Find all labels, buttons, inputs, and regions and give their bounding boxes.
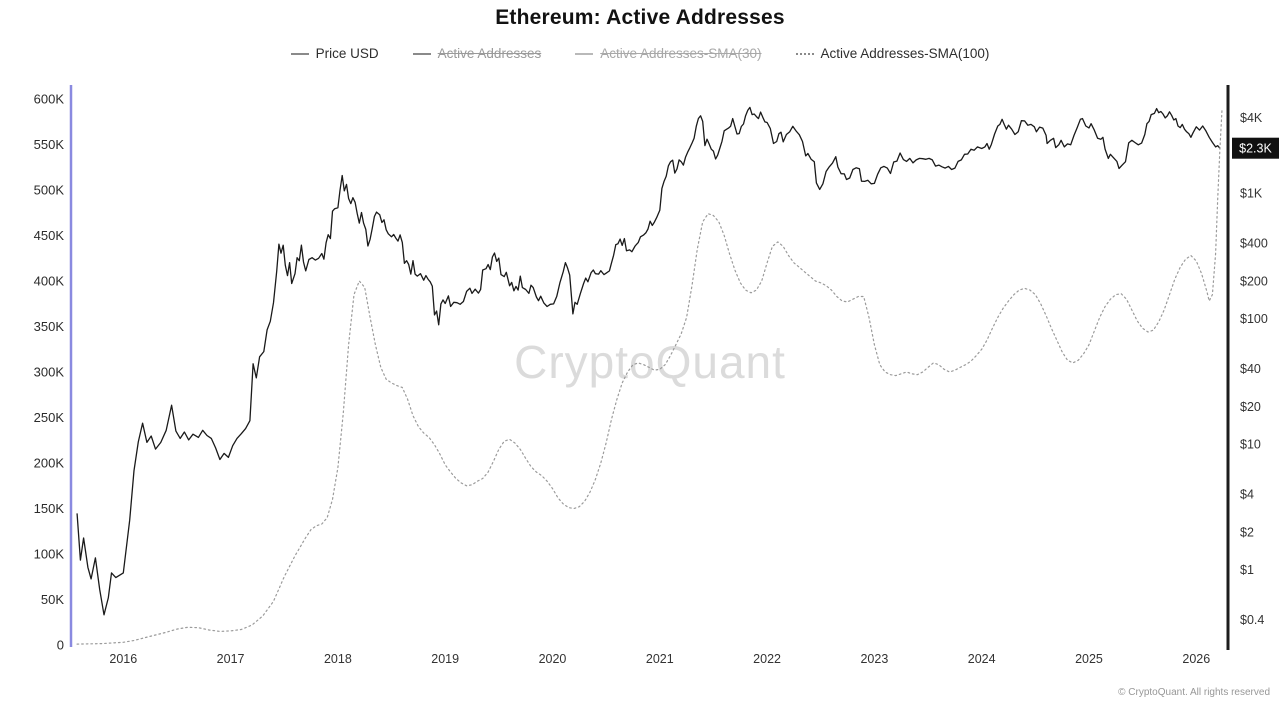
right-axis-tick: $2	[1240, 525, 1254, 539]
right-axis-tick: $10	[1240, 438, 1261, 452]
right-axis-tick: $100	[1240, 312, 1268, 326]
right-axis-tick: $1K	[1240, 187, 1263, 201]
left-axis-tick: 350K	[34, 319, 65, 334]
right-axis-tick: $4K	[1240, 111, 1263, 125]
right-axis-tick: $200	[1240, 274, 1268, 288]
active-addresses-sma100-line	[76, 109, 1223, 645]
legend-label: Active Addresses	[437, 46, 542, 61]
price-badge-label: $2.3K	[1239, 142, 1272, 156]
copyright-notice: © CryptoQuant. All rights reserved	[1118, 687, 1270, 698]
right-axis-tick: $4	[1240, 488, 1254, 502]
left-axis-tick: 600K	[34, 92, 65, 107]
right-axis-tick: $0.4	[1240, 613, 1264, 627]
right-axis-tick: $1	[1240, 563, 1254, 577]
x-axis-tick: 2016	[109, 652, 137, 666]
solid-line-icon	[290, 52, 309, 55]
x-axis-tick: 2020	[539, 652, 567, 666]
solid-line-icon	[575, 52, 594, 55]
right-axis-tick: $40	[1240, 362, 1261, 376]
left-axis-tick: 450K	[34, 228, 65, 243]
x-axis-tick: 2025	[1075, 652, 1103, 666]
right-axis-tick: $400	[1240, 237, 1268, 251]
legend-item-price-usd[interactable]: Price USD	[290, 46, 379, 61]
price-usd-line	[76, 106, 1221, 616]
x-axis-tick: 2023	[860, 652, 888, 666]
page-title: Ethereum: Active Addresses	[495, 6, 785, 29]
x-axis-tick: 2017	[217, 652, 245, 666]
x-axis-tick: 2026	[1182, 652, 1210, 666]
series-layer	[76, 106, 1223, 645]
legend-item-active-addresses-sma30[interactable]: Active Addresses-SMA(30)	[575, 46, 762, 61]
left-axis-tick: 400K	[34, 274, 65, 289]
dotted-line-icon	[795, 52, 814, 55]
left-axis-tick: 500K	[34, 183, 65, 198]
axes-layer: 600K 550K 500K 450K 400K 350K 300K 250K 200K 150K…	[34, 92, 1268, 667]
legend: Price USD Active Addresses Active Addres…	[0, 46, 1280, 61]
left-axis-tick: 0	[57, 638, 64, 653]
right-axis-tick: $20	[1240, 400, 1261, 414]
current-price-badge: $2.3K	[1232, 137, 1279, 159]
x-axis-tick: 2024	[968, 652, 996, 666]
legend-item-active-addresses-sma100[interactable]: Active Addresses-SMA(100)	[795, 46, 990, 61]
left-axis-tick: 300K	[34, 365, 65, 380]
left-axis-tick: 150K	[34, 501, 65, 516]
legend-label: Price USD	[315, 46, 379, 61]
x-axis-tick: 2018	[324, 652, 352, 666]
price-badge-background	[1232, 137, 1279, 159]
left-axis-tick: 200K	[34, 456, 65, 471]
left-axis-tick: 250K	[34, 410, 65, 425]
left-axis-tick: 50K	[41, 592, 64, 607]
left-axis-tick: 550K	[34, 137, 65, 152]
legend-label: Active Addresses-SMA(30)	[600, 46, 762, 61]
solid-line-icon	[412, 52, 431, 55]
x-axis-tick: 2021	[646, 652, 674, 666]
legend-item-active-addresses[interactable]: Active Addresses	[412, 46, 542, 61]
legend-label: Active Addresses-SMA(100)	[820, 46, 990, 61]
x-axis-tick: 2022	[753, 652, 781, 666]
cryptoquant-watermark: CryptoQuant	[514, 336, 786, 388]
x-axis-tick: 2019	[431, 652, 459, 666]
left-axis-tick: 100K	[34, 547, 65, 562]
